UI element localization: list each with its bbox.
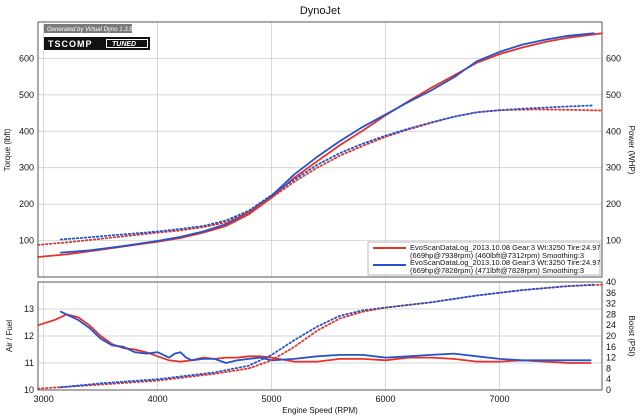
y-tick-label-right: 36 [606, 288, 616, 298]
y-tick-label-right: 300 [606, 163, 621, 173]
y-tick-label-left: 500 [19, 90, 34, 100]
x-tick-label: 7000 [489, 394, 509, 404]
y-tick-label-right: 12 [606, 353, 616, 363]
top-plot-grid [38, 22, 602, 277]
y-tick-label-right: 400 [606, 126, 621, 136]
y-axis-title-torque: Torque (lbft) [3, 128, 12, 171]
top-plot-frame [37, 21, 603, 278]
y-tick-label-right: 100 [606, 236, 621, 246]
credit-text: Generated by Virtual Dyno 1.3.5 [47, 27, 133, 33]
y-tick-label-right: 40 [606, 277, 616, 287]
afr-boost-series-0-line [37, 313, 592, 364]
y-tick-label-right: 24 [606, 320, 616, 330]
y-tick-label-left: 300 [19, 163, 34, 173]
dyno-series-2-line [37, 108, 603, 246]
y-tick-label-left: 13 [24, 304, 34, 314]
y-tick-label-right: 0 [606, 385, 611, 395]
y-tick-label-right: 16 [606, 342, 616, 352]
x-tick-label: 3000 [34, 394, 54, 404]
tick-labels: 1002003004005006001002003004005006003000… [19, 53, 621, 404]
y-tick-label-right: 20 [606, 331, 616, 341]
x-tick-label: 5000 [262, 394, 282, 404]
y-axis-title-power: Power (WHP) [627, 126, 636, 175]
series-lines [37, 32, 603, 390]
bottom-plot-frame [37, 281, 603, 391]
y-tick-label-left: 600 [19, 53, 34, 63]
legend: EvoScanDataLog_2013.10.08 Gear:3 Wt:3250… [367, 241, 601, 276]
y-axis-title-boost: Boost (PSI) [627, 316, 636, 357]
x-tick-label: 4000 [148, 394, 168, 404]
afr-boost-series-1-line [59, 310, 592, 364]
y-tick-label-left: 100 [19, 236, 34, 246]
y-tick-label-left: 400 [19, 126, 34, 136]
y-tick-label-right: 28 [606, 309, 616, 319]
x-axis-title: Engine Speed (RPM) [282, 406, 358, 415]
legend-label-run1-line1: EvoScanDataLog_2013.10.08 Gear:3 Wt:3250… [410, 243, 601, 252]
y-tick-label-right: 8 [606, 363, 611, 373]
logo-text: TSCOMP [48, 39, 93, 49]
x-tick-label: 6000 [375, 394, 395, 404]
y-tick-label-right: 600 [606, 53, 621, 63]
bottom-plot-grid [38, 282, 602, 391]
y-tick-label-left: 12 [24, 331, 34, 341]
logo-tag-text: TUNED [112, 41, 136, 48]
y-tick-label-right: 32 [606, 299, 616, 309]
y-tick-label-left: 11 [25, 358, 34, 368]
y-axis-title-afr: Air / Fuel [5, 320, 14, 352]
dyno-series-0-line [37, 32, 603, 258]
y-tick-label-left: 200 [19, 199, 34, 209]
y-tick-label-right: 200 [606, 199, 621, 209]
dyno-series-1-line [59, 32, 595, 254]
afr-boost-series-3-line [59, 283, 595, 389]
tscomp-logo: TSCOMP TUNED [44, 37, 150, 50]
y-tick-label-left: 10 [24, 385, 34, 395]
legend-box [367, 241, 601, 276]
chart-title: DynoJet [300, 5, 340, 17]
legend-label-run2-line2: (669hp@7828rpm) (471lbft@7828rpm) Smooth… [410, 266, 584, 275]
afr-boost-series-2-line [37, 283, 603, 390]
dyno-series-3-line [59, 104, 595, 241]
credit-banner [44, 24, 132, 33]
y-tick-label-right: 500 [606, 90, 621, 100]
legend-label-run2-line1: EvoScanDataLog_2013.10.08 Gear:3 Wt:3250… [410, 258, 601, 267]
logo-tag-inner [107, 40, 147, 47]
y-tick-label-right: 4 [606, 374, 611, 384]
legend-label-run1-line2: (669hp@7938rpm) (460lbft@7312rpm) Smooth… [410, 251, 584, 260]
